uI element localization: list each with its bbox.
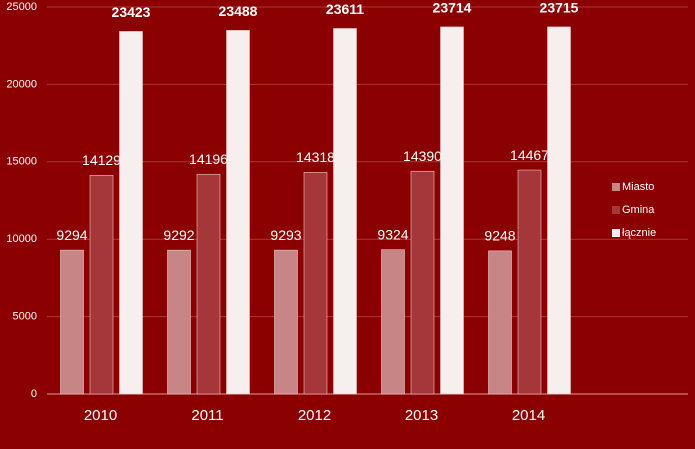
- y-tick-label: 10000: [6, 233, 37, 245]
- legend-swatch: [612, 206, 620, 214]
- data-label: 9324: [377, 226, 408, 242]
- x-tick-label: 2010: [84, 407, 117, 424]
- y-tick-label: 15000: [6, 156, 37, 168]
- bar: [547, 26, 571, 395]
- data-label: 14196: [189, 151, 228, 167]
- data-label: 23715: [540, 0, 579, 16]
- bar: [226, 30, 250, 395]
- legend-label: łącznie: [622, 227, 656, 239]
- bar: [381, 249, 405, 395]
- x-tick-label: 2012: [298, 407, 331, 424]
- x-tick-label: 2013: [405, 407, 438, 424]
- data-label: 14467: [510, 147, 549, 163]
- data-label: 14318: [296, 149, 335, 165]
- data-label: 14390: [403, 148, 442, 164]
- data-label: 9293: [270, 227, 301, 243]
- bar: [167, 249, 191, 395]
- data-label: 14129: [82, 152, 121, 168]
- y-tick-label: 5000: [13, 311, 37, 323]
- data-label: 9292: [163, 227, 194, 243]
- x-tick-label: 2011: [191, 407, 223, 424]
- bar: [488, 250, 512, 395]
- bar: [410, 170, 435, 395]
- data-label: 9294: [56, 227, 87, 243]
- bar: [440, 26, 464, 395]
- y-tick-label: 20000: [6, 78, 37, 90]
- legend-swatch: [612, 183, 620, 191]
- data-label: 23488: [219, 3, 258, 19]
- data-label: 23423: [112, 4, 151, 20]
- bar: [517, 169, 542, 395]
- bar: [60, 249, 84, 395]
- data-label: 23714: [433, 0, 472, 16]
- data-label: 9248: [484, 228, 515, 244]
- bar: [89, 174, 114, 395]
- bar: [119, 31, 143, 395]
- bar: [196, 173, 221, 395]
- bar: [303, 172, 328, 395]
- legend-label: Miasto: [622, 181, 654, 193]
- bar: [274, 249, 298, 395]
- x-tick-label: 2014: [512, 407, 545, 424]
- y-tick-label: 25000: [6, 1, 37, 13]
- y-tick-label: 0: [31, 388, 37, 400]
- legend-swatch: [612, 229, 620, 237]
- bar: [333, 28, 357, 395]
- legend-label: Gmina: [622, 204, 655, 216]
- data-label: 23611: [326, 1, 364, 17]
